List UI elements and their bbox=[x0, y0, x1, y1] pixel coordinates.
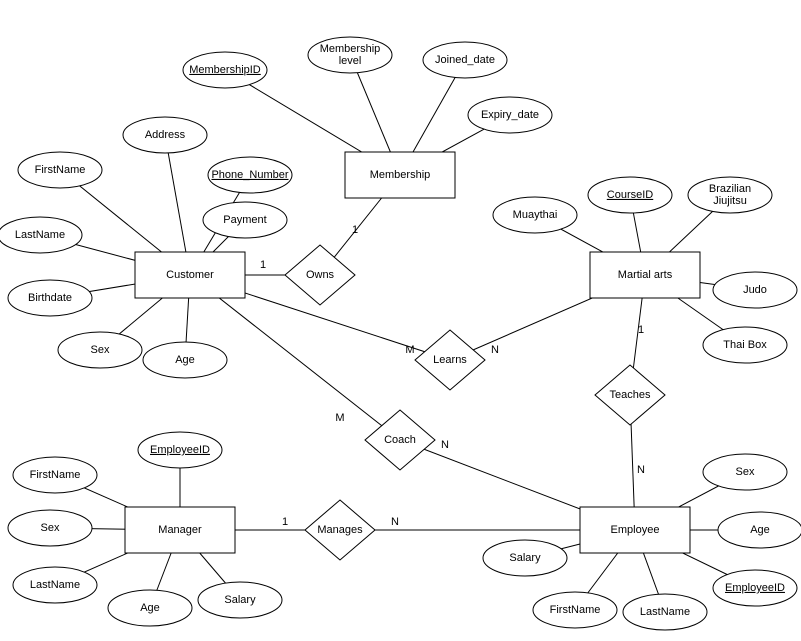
attribute-label: LastName bbox=[15, 229, 65, 241]
relationship-label: Manages bbox=[317, 524, 363, 536]
cardinality-label: M bbox=[405, 344, 414, 356]
attribute-label: Expiry_date bbox=[481, 109, 539, 121]
attribute-label: Salary bbox=[509, 552, 541, 564]
attribute-label: CourseID bbox=[607, 189, 654, 201]
cardinality-label: N bbox=[391, 516, 399, 528]
attribute-label: Sex bbox=[736, 466, 755, 478]
relationship-label: Owns bbox=[306, 269, 335, 281]
relationship-label: Teaches bbox=[610, 389, 651, 401]
attribute-label: Age bbox=[140, 602, 160, 614]
attribute-label: EmployeeID bbox=[150, 444, 210, 456]
cardinality-label: 1 bbox=[352, 224, 358, 236]
attribute-label: FirstName bbox=[550, 604, 601, 616]
attribute-label: MembershipID bbox=[189, 64, 261, 76]
cardinality-label: N bbox=[441, 439, 449, 451]
attribute-label: Phone_Number bbox=[211, 169, 288, 181]
attribute-label: LastName bbox=[640, 606, 690, 618]
cardinality-label: M bbox=[335, 412, 344, 424]
cardinality-label: N bbox=[491, 344, 499, 356]
entity-label: Membership bbox=[370, 169, 431, 181]
attribute-label: Salary bbox=[224, 594, 256, 606]
attribute-label: Address bbox=[145, 129, 186, 141]
entity-label: Customer bbox=[166, 269, 214, 281]
attribute-label: Sex bbox=[91, 344, 110, 356]
attribute-label: Sex bbox=[41, 522, 60, 534]
cardinality-label: 1 bbox=[638, 324, 644, 336]
relationship-label: Learns bbox=[433, 354, 467, 366]
entity-label: Martial arts bbox=[618, 269, 673, 281]
cardinality-label: N bbox=[637, 464, 645, 476]
attribute-label: FirstName bbox=[35, 164, 86, 176]
er-diagram: FirstName LastName Birthdate Sex Age Address P… bbox=[0, 0, 801, 641]
attribute-label: Muaythai bbox=[513, 209, 558, 221]
attribute-label: Joined_date bbox=[435, 54, 495, 66]
cardinality-label: 1 bbox=[260, 259, 266, 271]
attribute-label: BrazilianJiujitsu bbox=[709, 183, 751, 207]
attribute-label: Judo bbox=[743, 284, 767, 296]
relationship-label: Coach bbox=[384, 434, 416, 446]
attribute-label: Thai Box bbox=[723, 339, 767, 351]
attribute-label: LastName bbox=[30, 579, 80, 591]
attribute-label: Age bbox=[175, 354, 195, 366]
attribute-label: EmployeeID bbox=[725, 582, 785, 594]
attribute-label: Payment bbox=[223, 214, 266, 226]
attribute-label: Birthdate bbox=[28, 292, 72, 304]
entity-label: Employee bbox=[611, 524, 660, 536]
attribute-label: FirstName bbox=[30, 469, 81, 481]
entity-label: Manager bbox=[158, 524, 202, 536]
attribute-label: Age bbox=[750, 524, 770, 536]
cardinality-label: 1 bbox=[282, 516, 288, 528]
